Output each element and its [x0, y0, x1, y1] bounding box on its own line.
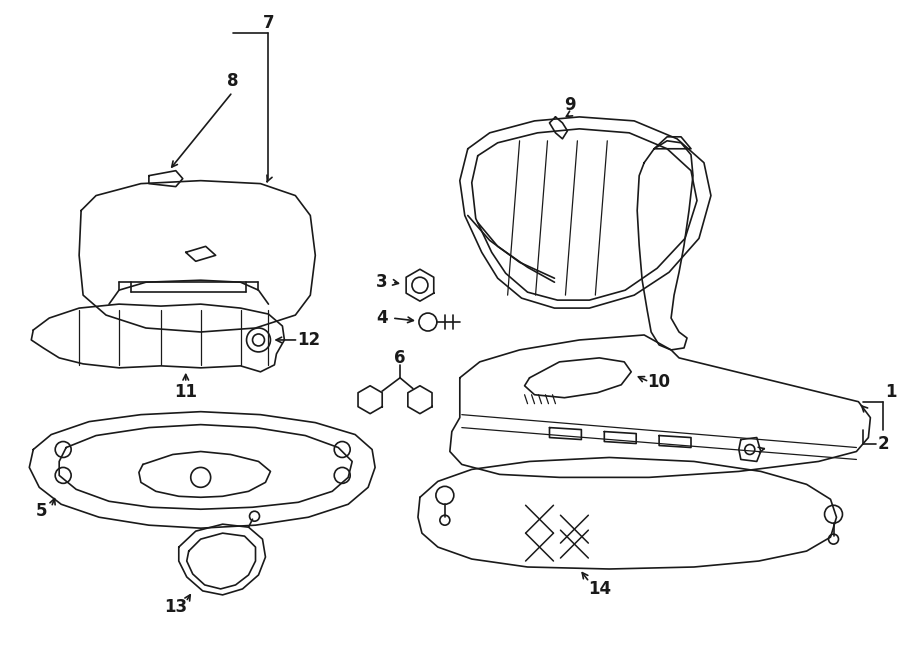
Text: 12: 12 — [297, 331, 320, 349]
Polygon shape — [739, 438, 760, 461]
Polygon shape — [525, 358, 631, 398]
Polygon shape — [408, 386, 432, 414]
Text: 8: 8 — [227, 72, 239, 90]
Polygon shape — [179, 524, 266, 595]
Text: 13: 13 — [164, 598, 187, 616]
Text: 10: 10 — [648, 373, 670, 391]
Text: 3: 3 — [376, 273, 388, 292]
Polygon shape — [418, 457, 836, 569]
Text: 9: 9 — [564, 96, 576, 114]
Polygon shape — [148, 171, 183, 186]
Circle shape — [418, 313, 436, 331]
Polygon shape — [460, 117, 711, 308]
Polygon shape — [450, 335, 870, 477]
Text: 7: 7 — [263, 15, 274, 32]
Polygon shape — [79, 180, 315, 332]
Text: 6: 6 — [394, 349, 406, 367]
Text: 1: 1 — [886, 383, 897, 401]
Polygon shape — [406, 269, 434, 301]
Polygon shape — [30, 412, 375, 528]
Polygon shape — [637, 141, 693, 350]
Text: 2: 2 — [878, 434, 889, 453]
Text: 4: 4 — [376, 309, 388, 327]
Polygon shape — [32, 304, 284, 372]
Text: 11: 11 — [175, 383, 197, 401]
Text: 14: 14 — [588, 580, 611, 598]
Polygon shape — [358, 386, 382, 414]
Text: 5: 5 — [35, 502, 47, 520]
